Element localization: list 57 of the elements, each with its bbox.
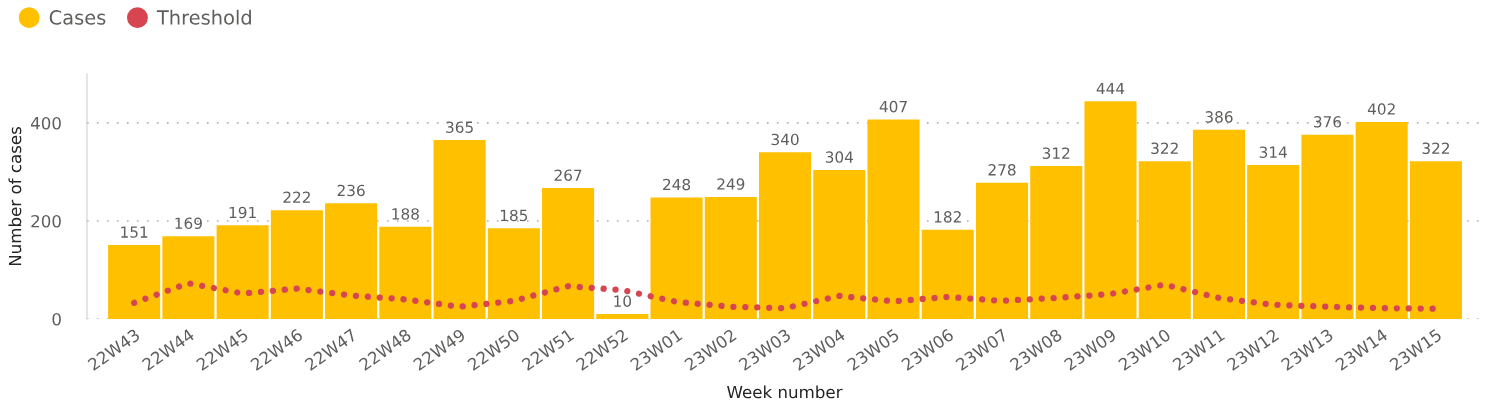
data-label: 248 (663, 178, 691, 191)
bar (216, 225, 269, 319)
bar (542, 188, 595, 319)
bar (162, 236, 215, 319)
data-label: 365 (446, 121, 473, 133)
data-label: 236 (337, 184, 365, 197)
data-label: 191 (229, 206, 256, 219)
bar (704, 196, 757, 319)
data-label: 169 (175, 217, 202, 230)
data-label: 249 (717, 178, 745, 190)
data-label: 386 (1205, 111, 1233, 123)
y-tick-label: 0 (52, 312, 61, 326)
bar (1030, 166, 1083, 319)
bar (433, 140, 486, 319)
y-axis-title: Number of cases (8, 126, 22, 266)
data-label: 188 (392, 208, 419, 220)
bar (596, 314, 649, 319)
y-tick-label: 200 (31, 214, 61, 228)
y-tick-label: 400 (30, 116, 61, 130)
data-label: 278 (988, 164, 1016, 176)
bar (1192, 129, 1246, 319)
data-label: 304 (825, 151, 854, 163)
bar (1301, 134, 1354, 319)
data-label: 376 (1314, 116, 1342, 128)
bar (1084, 101, 1137, 319)
data-label: 322 (1151, 142, 1178, 155)
legend-label: Cases (49, 10, 106, 25)
bar (1247, 165, 1300, 319)
data-label: 407 (879, 100, 907, 113)
data-label: 185 (500, 209, 528, 222)
data-label: 322 (1422, 142, 1449, 155)
bar (867, 119, 920, 319)
bar (1355, 121, 1408, 319)
bar (650, 197, 703, 319)
bar (325, 203, 378, 319)
bar (921, 229, 974, 319)
bar (1138, 161, 1191, 319)
data-label: 10 (614, 295, 632, 307)
bar (1409, 161, 1462, 319)
bar (759, 152, 812, 319)
data-label: 314 (1259, 146, 1287, 158)
bar (108, 244, 161, 319)
data-label: 402 (1367, 103, 1395, 115)
data-label: 151 (121, 226, 148, 238)
data-label: 444 (1096, 82, 1125, 95)
data-label: 340 (771, 133, 799, 146)
data-label: 222 (283, 191, 310, 203)
x-axis-title: Week number (727, 385, 843, 399)
bar (487, 228, 540, 319)
data-label: 312 (1042, 147, 1070, 159)
data-label: 267 (554, 169, 582, 181)
bar (379, 226, 432, 319)
data-label: 182 (934, 211, 961, 223)
bar (813, 169, 866, 319)
legend-label: Threshold (156, 9, 251, 25)
bar (270, 210, 323, 319)
bar (975, 182, 1029, 319)
